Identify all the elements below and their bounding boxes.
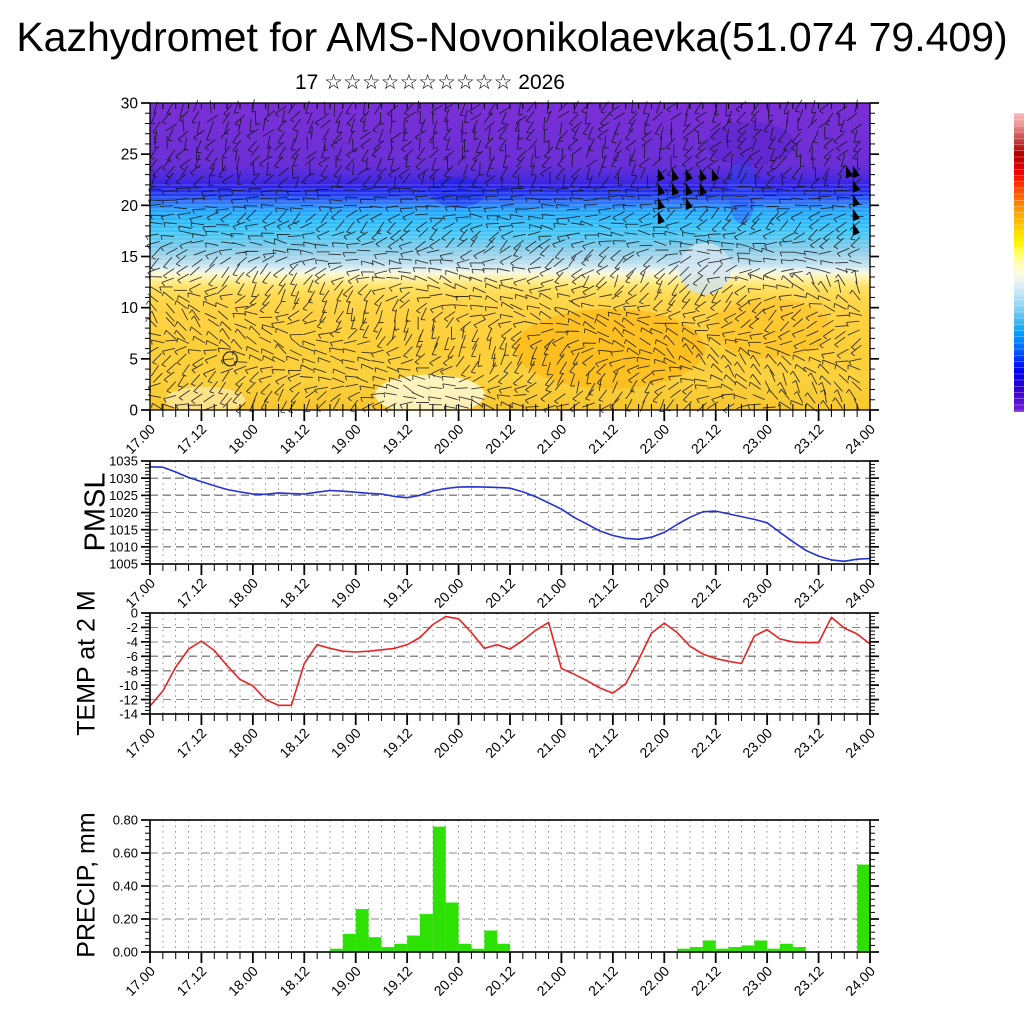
svg-text:18.12: 18.12: [276, 963, 312, 999]
svg-text:22.00: 22.00: [636, 963, 672, 999]
svg-text:23.00: 23.00: [739, 421, 775, 457]
svg-text:23.12: 23.12: [791, 421, 827, 457]
svg-text:18.00: 18.00: [225, 725, 261, 761]
svg-text:20.12: 20.12: [482, 725, 518, 761]
svg-text:23.00: 23.00: [739, 725, 775, 761]
svg-text:-14: -14: [119, 707, 138, 722]
svg-text:19.12: 19.12: [379, 575, 415, 611]
svg-text:21.12: 21.12: [585, 575, 621, 611]
temp-panel: 0-2-4-6-8-10-12-14 17.00 17.12 18.00 18.12 19…: [119, 606, 879, 761]
svg-text:20.00: 20.00: [431, 421, 467, 457]
svg-text:17.00: 17.00: [122, 725, 158, 761]
svg-text:19.00: 19.00: [328, 421, 364, 457]
svg-text:22.00: 22.00: [636, 421, 672, 457]
svg-text:1010: 1010: [109, 540, 138, 555]
svg-text:1030: 1030: [109, 471, 138, 486]
svg-text:19.00: 19.00: [328, 725, 364, 761]
svg-text:20.00: 20.00: [431, 725, 467, 761]
svg-text:20: 20: [121, 198, 139, 215]
svg-text:19.00: 19.00: [328, 575, 364, 611]
svg-text:-2: -2: [126, 620, 138, 635]
precip-panel: 0.00 0.20 0.40 0.60 0.80 17.00 17.12 18.00 18.12…: [113, 813, 879, 999]
svg-text:20.12: 20.12: [482, 963, 518, 999]
svg-text:18.00: 18.00: [225, 963, 261, 999]
svg-text:20.00: 20.00: [431, 963, 467, 999]
svg-text:0: 0: [129, 403, 138, 420]
svg-text:21.00: 21.00: [533, 963, 569, 999]
svg-text:24.00: 24.00: [842, 963, 878, 999]
svg-text:19.12: 19.12: [379, 963, 415, 999]
svg-text:17.12: 17.12: [173, 725, 209, 761]
svg-text:24.00: 24.00: [842, 575, 878, 611]
svg-text:18.12: 18.12: [276, 421, 312, 457]
svg-text:17.12: 17.12: [173, 421, 209, 457]
svg-text:21.00: 21.00: [533, 575, 569, 611]
svg-text:-8: -8: [126, 663, 138, 678]
svg-text:25: 25: [121, 147, 138, 164]
svg-text:21.12: 21.12: [585, 421, 621, 457]
svg-text:22.12: 22.12: [688, 575, 724, 611]
date-subtitle: 17 ☆☆☆☆☆☆☆☆☆☆ 2026: [294, 71, 565, 94]
svg-text:22.12: 22.12: [688, 963, 724, 999]
svg-text:1015: 1015: [109, 522, 138, 537]
svg-text:1035: 1035: [109, 454, 138, 469]
svg-text:17.00: 17.00: [122, 421, 158, 457]
svg-text:0.20: 0.20: [113, 912, 138, 927]
svg-text:1025: 1025: [109, 488, 138, 503]
svg-text:-12: -12: [119, 692, 138, 707]
svg-text:15: 15: [121, 249, 138, 266]
svg-text:19.12: 19.12: [379, 725, 415, 761]
svg-text:23.00: 23.00: [739, 963, 775, 999]
wind-profile-panel: 0 5 10 15 20 25 30 17.00 17.12 18.00 18.12 19.00 19.…: [121, 96, 879, 457]
svg-text:22.12: 22.12: [688, 421, 724, 457]
svg-text:30: 30: [121, 96, 139, 113]
page-title: Kazhydromet for AMS-Novonikolaevka(51.07…: [16, 14, 1008, 60]
svg-text:0.60: 0.60: [113, 846, 138, 861]
svg-text:1020: 1020: [109, 505, 138, 520]
svg-text:0.80: 0.80: [113, 813, 138, 828]
svg-text:1005: 1005: [109, 557, 138, 572]
svg-text:22.00: 22.00: [636, 575, 672, 611]
svg-text:-10: -10: [119, 678, 138, 693]
svg-text:20.12: 20.12: [482, 575, 518, 611]
colorbar-stripes: [1014, 113, 1024, 412]
svg-text:18.00: 18.00: [225, 421, 261, 457]
svg-text:0: 0: [131, 606, 138, 621]
svg-text:21.00: 21.00: [533, 421, 569, 457]
svg-text:23.00: 23.00: [739, 575, 775, 611]
pmsl-panel: 1005 1010 1015 1020 1025 1030 1035 17.00 17.12 18…: [109, 454, 879, 611]
svg-text:23.12: 23.12: [791, 575, 827, 611]
svg-text:18.00: 18.00: [225, 575, 261, 611]
svg-text:21.12: 21.12: [585, 725, 621, 761]
svg-text:20.12: 20.12: [482, 421, 518, 457]
svg-text:0.00: 0.00: [113, 945, 138, 960]
svg-text:21.00: 21.00: [533, 725, 569, 761]
svg-text:19.12: 19.12: [379, 421, 415, 457]
svg-text:22.12: 22.12: [688, 725, 724, 761]
svg-text:22.00: 22.00: [636, 725, 672, 761]
svg-text:24.00: 24.00: [842, 421, 878, 457]
svg-text:0.40: 0.40: [113, 879, 138, 894]
svg-text:23.12: 23.12: [791, 963, 827, 999]
svg-text:5: 5: [129, 351, 138, 368]
temperature-colorbar: [1014, 113, 1024, 412]
svg-text:17.12: 17.12: [173, 963, 209, 999]
svg-text:24.00: 24.00: [842, 725, 878, 761]
svg-text:21.12: 21.12: [585, 963, 621, 999]
svg-text:17.12: 17.12: [173, 575, 209, 611]
svg-text:23.12: 23.12: [791, 725, 827, 761]
svg-text:17.00: 17.00: [122, 575, 158, 611]
svg-text:18.12: 18.12: [276, 575, 312, 611]
svg-text:19.00: 19.00: [328, 963, 364, 999]
svg-text:-4: -4: [126, 635, 138, 650]
svg-text:-6: -6: [126, 649, 138, 664]
svg-text:20.00: 20.00: [431, 575, 467, 611]
svg-text:17.00: 17.00: [122, 963, 158, 999]
svg-text:10: 10: [121, 300, 139, 317]
svg-text:18.12: 18.12: [276, 725, 312, 761]
